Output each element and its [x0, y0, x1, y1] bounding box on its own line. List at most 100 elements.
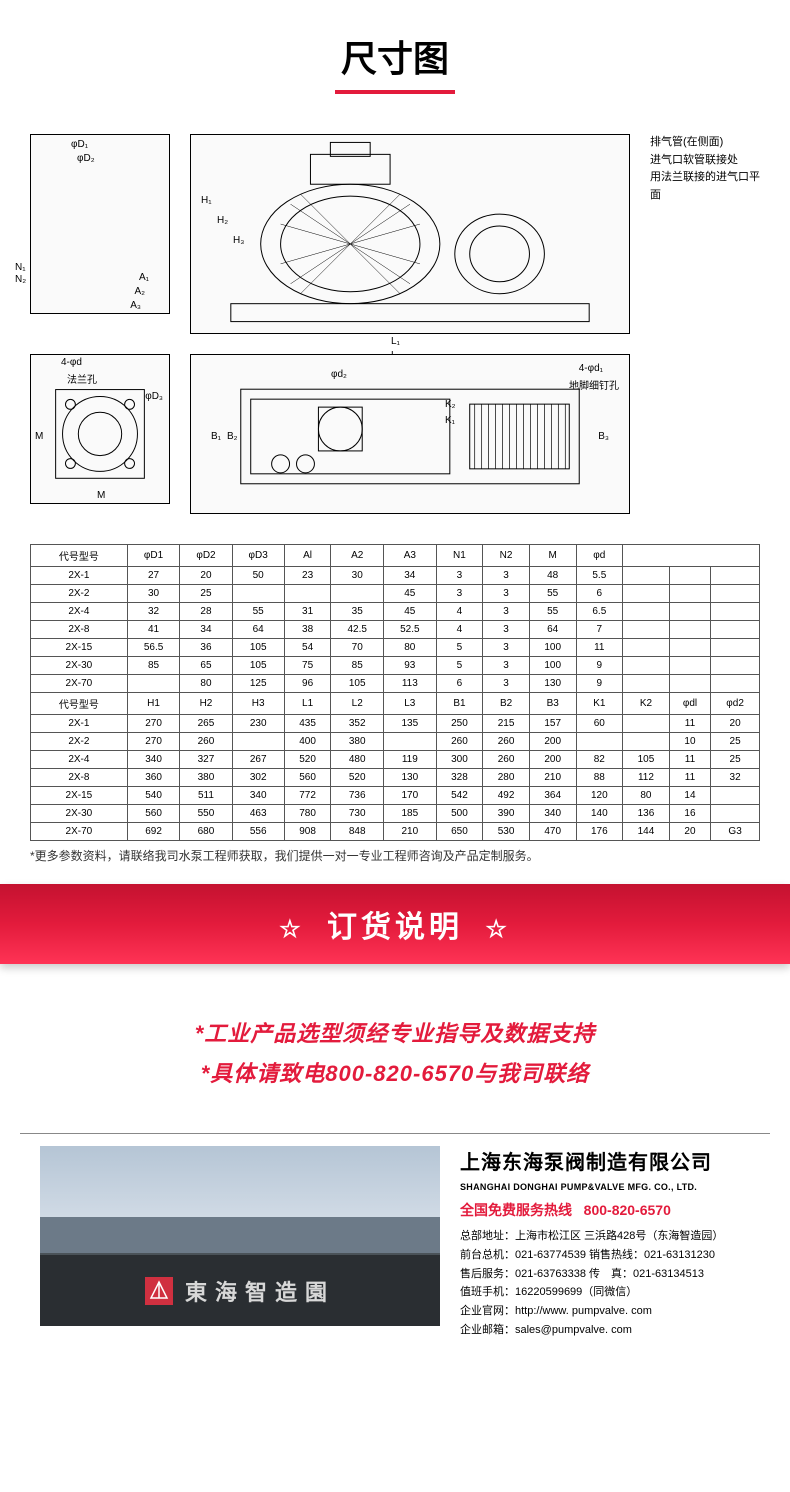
dim-label: φD₂: [77, 153, 95, 164]
table-header-cell: H2: [180, 693, 232, 715]
table-cell: 5.5: [576, 567, 623, 585]
table-cell-empty: [623, 675, 670, 693]
table-row: 2X-127205023303433485.5: [31, 567, 760, 585]
table-cell-empty: [623, 567, 670, 585]
table-cell: 2X-15: [31, 639, 128, 657]
table-row: 2X-3056055046378073018550039034014013616: [31, 805, 760, 823]
table-header-cell: φd2: [711, 693, 760, 715]
table-cell-empty: [669, 657, 710, 675]
table-cell: 9: [576, 675, 623, 693]
table-cell: 2X-4: [31, 603, 128, 621]
info-address: 总部地址：上海市松江区 三浜路428号（东海智造园）: [460, 1227, 750, 1246]
dim-label: A₃: [130, 300, 141, 311]
table-cell: 80: [180, 675, 232, 693]
star-icon: ☆: [485, 916, 511, 943]
table-cell-empty: [669, 603, 710, 621]
table-cell: 105: [232, 657, 284, 675]
table-cell: 540: [127, 787, 180, 805]
table-header-cell: φD1: [127, 545, 180, 567]
dim-label: φd₂: [331, 369, 347, 380]
callout-label: 用法兰联接的进气口平面: [650, 169, 760, 204]
table-cell: 2X-15: [31, 787, 128, 805]
title-underline: [335, 90, 455, 94]
table-cell: 60: [576, 715, 623, 733]
info-aftersale: 售后服务：021-63763338 传 真：021-63134513: [460, 1265, 750, 1284]
table-cell: 327: [180, 751, 232, 769]
table-cell: 25: [711, 751, 760, 769]
table-cell: 14: [669, 787, 710, 805]
table-cell: 25: [711, 733, 760, 751]
table-header-cell: N2: [483, 545, 530, 567]
diagram-callouts: 排气管(在侧面) 进气口软管联接处 用法兰联接的进气口平面: [650, 134, 760, 204]
table-cell: 680: [180, 823, 232, 841]
table-cell: 848: [331, 823, 384, 841]
table-cell: [284, 585, 331, 603]
table-cell: 30: [127, 585, 180, 603]
table-cell-empty: [711, 639, 760, 657]
table-cell: 270: [127, 715, 180, 733]
callout-label: 进气口软管联接处: [650, 152, 760, 170]
table-cell: 54: [284, 639, 331, 657]
table-cell: 200: [529, 751, 576, 769]
table-cell: 260: [483, 733, 530, 751]
table-cell-empty: [669, 639, 710, 657]
table-cell: 730: [331, 805, 384, 823]
table-cell: 5: [436, 639, 483, 657]
pump-side-svg: [191, 134, 629, 334]
table-cell: 31: [284, 603, 331, 621]
table-head-a: 代号型号φD1φD2φD3AlA2A3N1N2Mφd: [31, 545, 760, 567]
table-cell: 3: [483, 567, 530, 585]
table-row: 2X-4340327267520480119300260200821051125: [31, 751, 760, 769]
table-cell: 70: [331, 639, 384, 657]
dim-label: H₁: [201, 195, 212, 206]
table-cell: 3: [483, 657, 530, 675]
table-cell: 55: [529, 603, 576, 621]
table-cell: [711, 787, 760, 805]
table-header-cell: H3: [232, 693, 284, 715]
table-cell: 2X-2: [31, 733, 128, 751]
table-cell: 364: [529, 787, 576, 805]
table-cell: 96: [284, 675, 331, 693]
table-row: 2X-1556.5361055470805310011: [31, 639, 760, 657]
table-cell: 6: [436, 675, 483, 693]
table-cell: 56.5: [127, 639, 180, 657]
order-banner: ☆ 订货说明 ☆: [0, 884, 790, 964]
flange-top-svg: [31, 354, 169, 504]
table-cell-empty: [623, 603, 670, 621]
dim-label: B₂: [227, 431, 238, 442]
table-cell: 530: [483, 823, 530, 841]
table-row: 2X-432285531354543556.5: [31, 603, 760, 621]
table-cell: 2X-8: [31, 621, 128, 639]
table-cell: [711, 805, 760, 823]
table-header-cell: A3: [384, 545, 437, 567]
table-cell: 32: [711, 769, 760, 787]
photo-building: [40, 1217, 440, 1255]
table-cell: 2X-30: [31, 657, 128, 675]
table-cell: 48: [529, 567, 576, 585]
table-cell: 215: [483, 715, 530, 733]
table-cell: 36: [180, 639, 232, 657]
table-cell: [623, 715, 670, 733]
table-cell: 340: [127, 751, 180, 769]
table-cell-empty: [711, 675, 760, 693]
company-photo: 東海智造園: [40, 1146, 440, 1326]
dim-label: K₂: [445, 399, 456, 410]
table-cell: 144: [623, 823, 670, 841]
table-cell: [331, 585, 384, 603]
info-email: 企业邮箱：sales@pumpvalve. com: [460, 1321, 750, 1340]
table-cell: 2X-8: [31, 769, 128, 787]
star-icon: ☆: [279, 916, 305, 943]
table-cell: 280: [483, 769, 530, 787]
table-cell: 27: [127, 567, 180, 585]
order-text-line1: *工业产品选型须经专业指导及数据支持: [0, 1014, 790, 1054]
table-row: 2X-22702604003802602602001025: [31, 733, 760, 751]
table-cell: 85: [127, 657, 180, 675]
table-header-cell: K2: [623, 693, 670, 715]
table-row: 2X-8360380302560520130328280210881121132: [31, 769, 760, 787]
table-cell: G3: [711, 823, 760, 841]
diagram-flange-top: 4-φd 法兰孔 φD₃ M M: [30, 354, 170, 504]
table-cell: 520: [331, 769, 384, 787]
table-cell: 4: [436, 603, 483, 621]
dim-label: H₃: [233, 235, 244, 246]
table-row: 2X-1270265230435352135250215157601120: [31, 715, 760, 733]
